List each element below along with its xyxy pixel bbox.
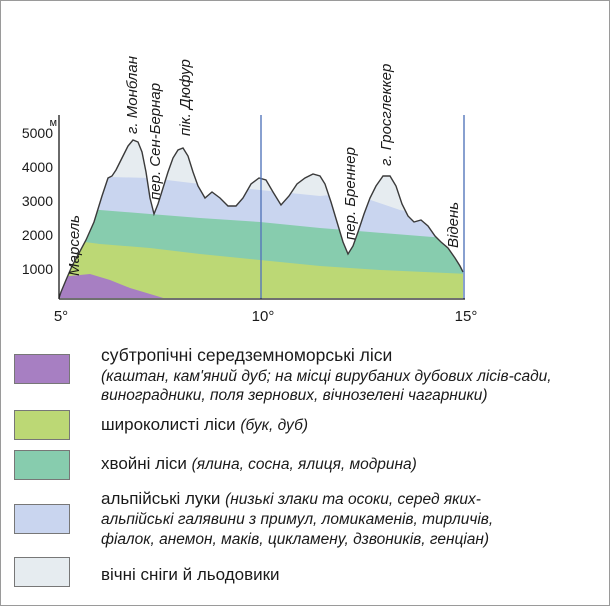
y-tick-4000: 4000	[22, 159, 53, 175]
alpine-note-line2: альпійські галявини з примул, ломикамені…	[101, 511, 494, 528]
relief-outline	[58, 139, 464, 299]
y-tick-5000: 5000	[22, 125, 53, 141]
x-tick-10: 10°	[252, 308, 275, 325]
label-mont-blanc: г. Монблан	[124, 56, 141, 134]
broadleaf-note: (бук, дуб)	[240, 417, 308, 434]
subtropical-note-line1: (каштан, кам'яний дуб; на місці вирубани…	[101, 368, 552, 385]
broadleaf-title: широколисті ліси	[101, 415, 236, 434]
vegetation-belts	[59, 140, 463, 298]
label-marseille: Марсель	[66, 215, 83, 276]
altitude-profile: м 5000 4000 3000 2000 1000 5° 10° 15° Ма…	[22, 56, 478, 325]
label-st-bernard-pass: пер. Сен-Бернар	[147, 83, 164, 200]
coniferous-swatch	[14, 450, 70, 480]
x-tick-5: 5°	[54, 308, 68, 325]
label-brenner-pass: пер. Бреннер	[342, 147, 359, 240]
alpine-note-line3: фіалок, анемон, маків, цикламену, дзвони…	[101, 531, 490, 548]
y-tick-1000: 1000	[22, 261, 53, 277]
subtropical-title: субтропічні середземноморські ліси	[101, 345, 393, 365]
alpine-swatch	[14, 504, 70, 534]
coniferous-note: (ялина, сосна, ялиця, модрина)	[191, 456, 417, 473]
alpine-note-line1: (низькі злаки та осоки, серед яких-	[225, 491, 481, 508]
broadleaf-swatch	[14, 410, 70, 440]
label-grossglockner: г. Гросглеккер	[378, 64, 395, 166]
y-tick-2000: 2000	[22, 227, 53, 243]
x-tick-15: 15°	[455, 308, 478, 325]
snow-title: вічні сніги й льодовики	[101, 565, 280, 584]
alpine-title: альпійські луки	[101, 489, 221, 508]
broadleaf-belt	[59, 236, 463, 298]
snow-swatch	[14, 557, 70, 587]
label-vienna: Відень	[445, 202, 462, 248]
coniferous-title: хвойні ліси	[101, 454, 187, 473]
subtropical-belt	[59, 274, 170, 298]
y-unit-label: м	[49, 117, 57, 129]
subtropical-note-line2: виноградники, поля зернових, вічнозелені…	[101, 387, 488, 404]
y-tick-3000: 3000	[22, 193, 53, 209]
label-dufour-peak: пік. Дюфур	[177, 59, 194, 136]
subtropical-swatch	[14, 354, 70, 384]
